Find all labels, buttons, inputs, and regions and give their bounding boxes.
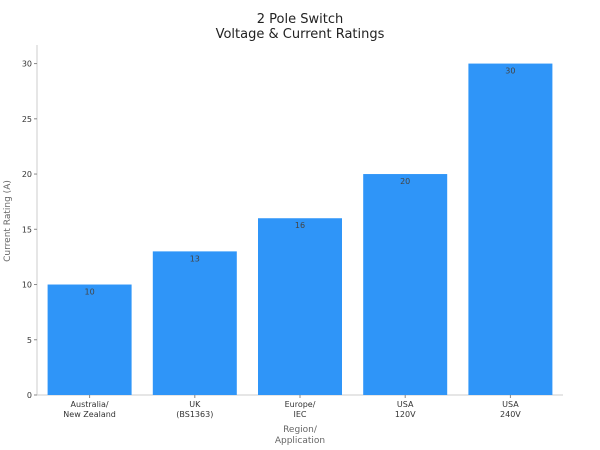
y-tick-label: 5	[27, 336, 32, 345]
x-axis-label: Application	[275, 436, 325, 446]
bar-data-label: 16	[295, 221, 305, 230]
y-tick-label: 20	[22, 170, 32, 179]
y-axis-label: Current Rating (A)	[3, 180, 13, 262]
y-tick-label: 30	[22, 60, 32, 69]
bar-data-label: 30	[505, 67, 515, 76]
chart-title-line-2: Voltage & Current Ratings	[215, 27, 385, 42]
bar	[152, 251, 237, 395]
x-axis-label: Region/	[283, 425, 318, 435]
x-tick-label: Australia/	[71, 400, 109, 409]
y-tick-label: 10	[22, 281, 32, 290]
x-tick-label: New Zealand	[63, 410, 116, 419]
x-tick-label: Europe/	[285, 400, 316, 409]
bar	[363, 174, 448, 395]
x-tick-label: USA	[502, 400, 519, 409]
y-tick-label: 25	[22, 115, 32, 124]
x-tick-label: 120V	[395, 410, 416, 419]
x-tick-label: IEC	[294, 410, 307, 419]
bar	[258, 218, 342, 395]
bar-data-label: 10	[85, 288, 95, 297]
bar-data-label: 20	[400, 177, 410, 186]
x-tick-label: (BS1363)	[176, 410, 213, 419]
x-tick-label: USA	[397, 400, 414, 409]
bar	[468, 63, 553, 395]
x-tick-label: UK	[189, 400, 201, 409]
bar	[47, 284, 132, 395]
y-tick-label: 0	[27, 391, 32, 400]
chart-title-line-1: 2 Pole Switch	[256, 12, 344, 27]
y-tick-label: 15	[22, 225, 32, 234]
bar-data-label: 13	[190, 254, 200, 263]
x-tick-label: 240V	[500, 410, 521, 419]
